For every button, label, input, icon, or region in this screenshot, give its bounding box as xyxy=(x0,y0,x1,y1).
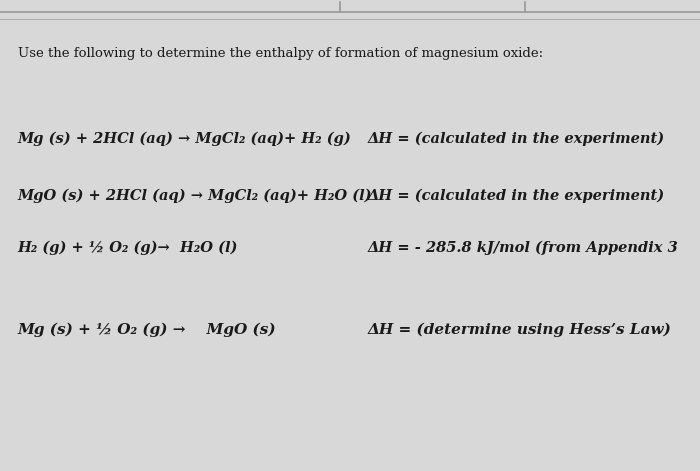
Text: Mg (s) + 2HCl (aq) → MgCl₂ (aq)+ H₂ (g): Mg (s) + 2HCl (aq) → MgCl₂ (aq)+ H₂ (g) xyxy=(18,132,351,146)
Text: ΔH = (calculated in the experiment): ΔH = (calculated in the experiment) xyxy=(368,132,664,146)
Text: H₂ (g) + ½ O₂ (g)→  H₂O (l): H₂ (g) + ½ O₂ (g)→ H₂O (l) xyxy=(18,240,238,255)
Text: Use the following to determine the enthalpy of formation of magnesium oxide:: Use the following to determine the entha… xyxy=(18,47,542,60)
Text: MgO (s) + 2HCl (aq) → MgCl₂ (aq)+ H₂O (l): MgO (s) + 2HCl (aq) → MgCl₂ (aq)+ H₂O (l… xyxy=(18,188,372,203)
Text: ΔH = (calculated in the experiment): ΔH = (calculated in the experiment) xyxy=(368,188,664,203)
Text: ΔH = - 285.8 kJ/mol (from Appendix 3: ΔH = - 285.8 kJ/mol (from Appendix 3 xyxy=(368,240,678,255)
Text: Mg (s) + ½ O₂ (g) →    MgO (s): Mg (s) + ½ O₂ (g) → MgO (s) xyxy=(18,323,276,337)
Text: ΔH = (determine using Hess’s Law): ΔH = (determine using Hess’s Law) xyxy=(368,323,671,337)
